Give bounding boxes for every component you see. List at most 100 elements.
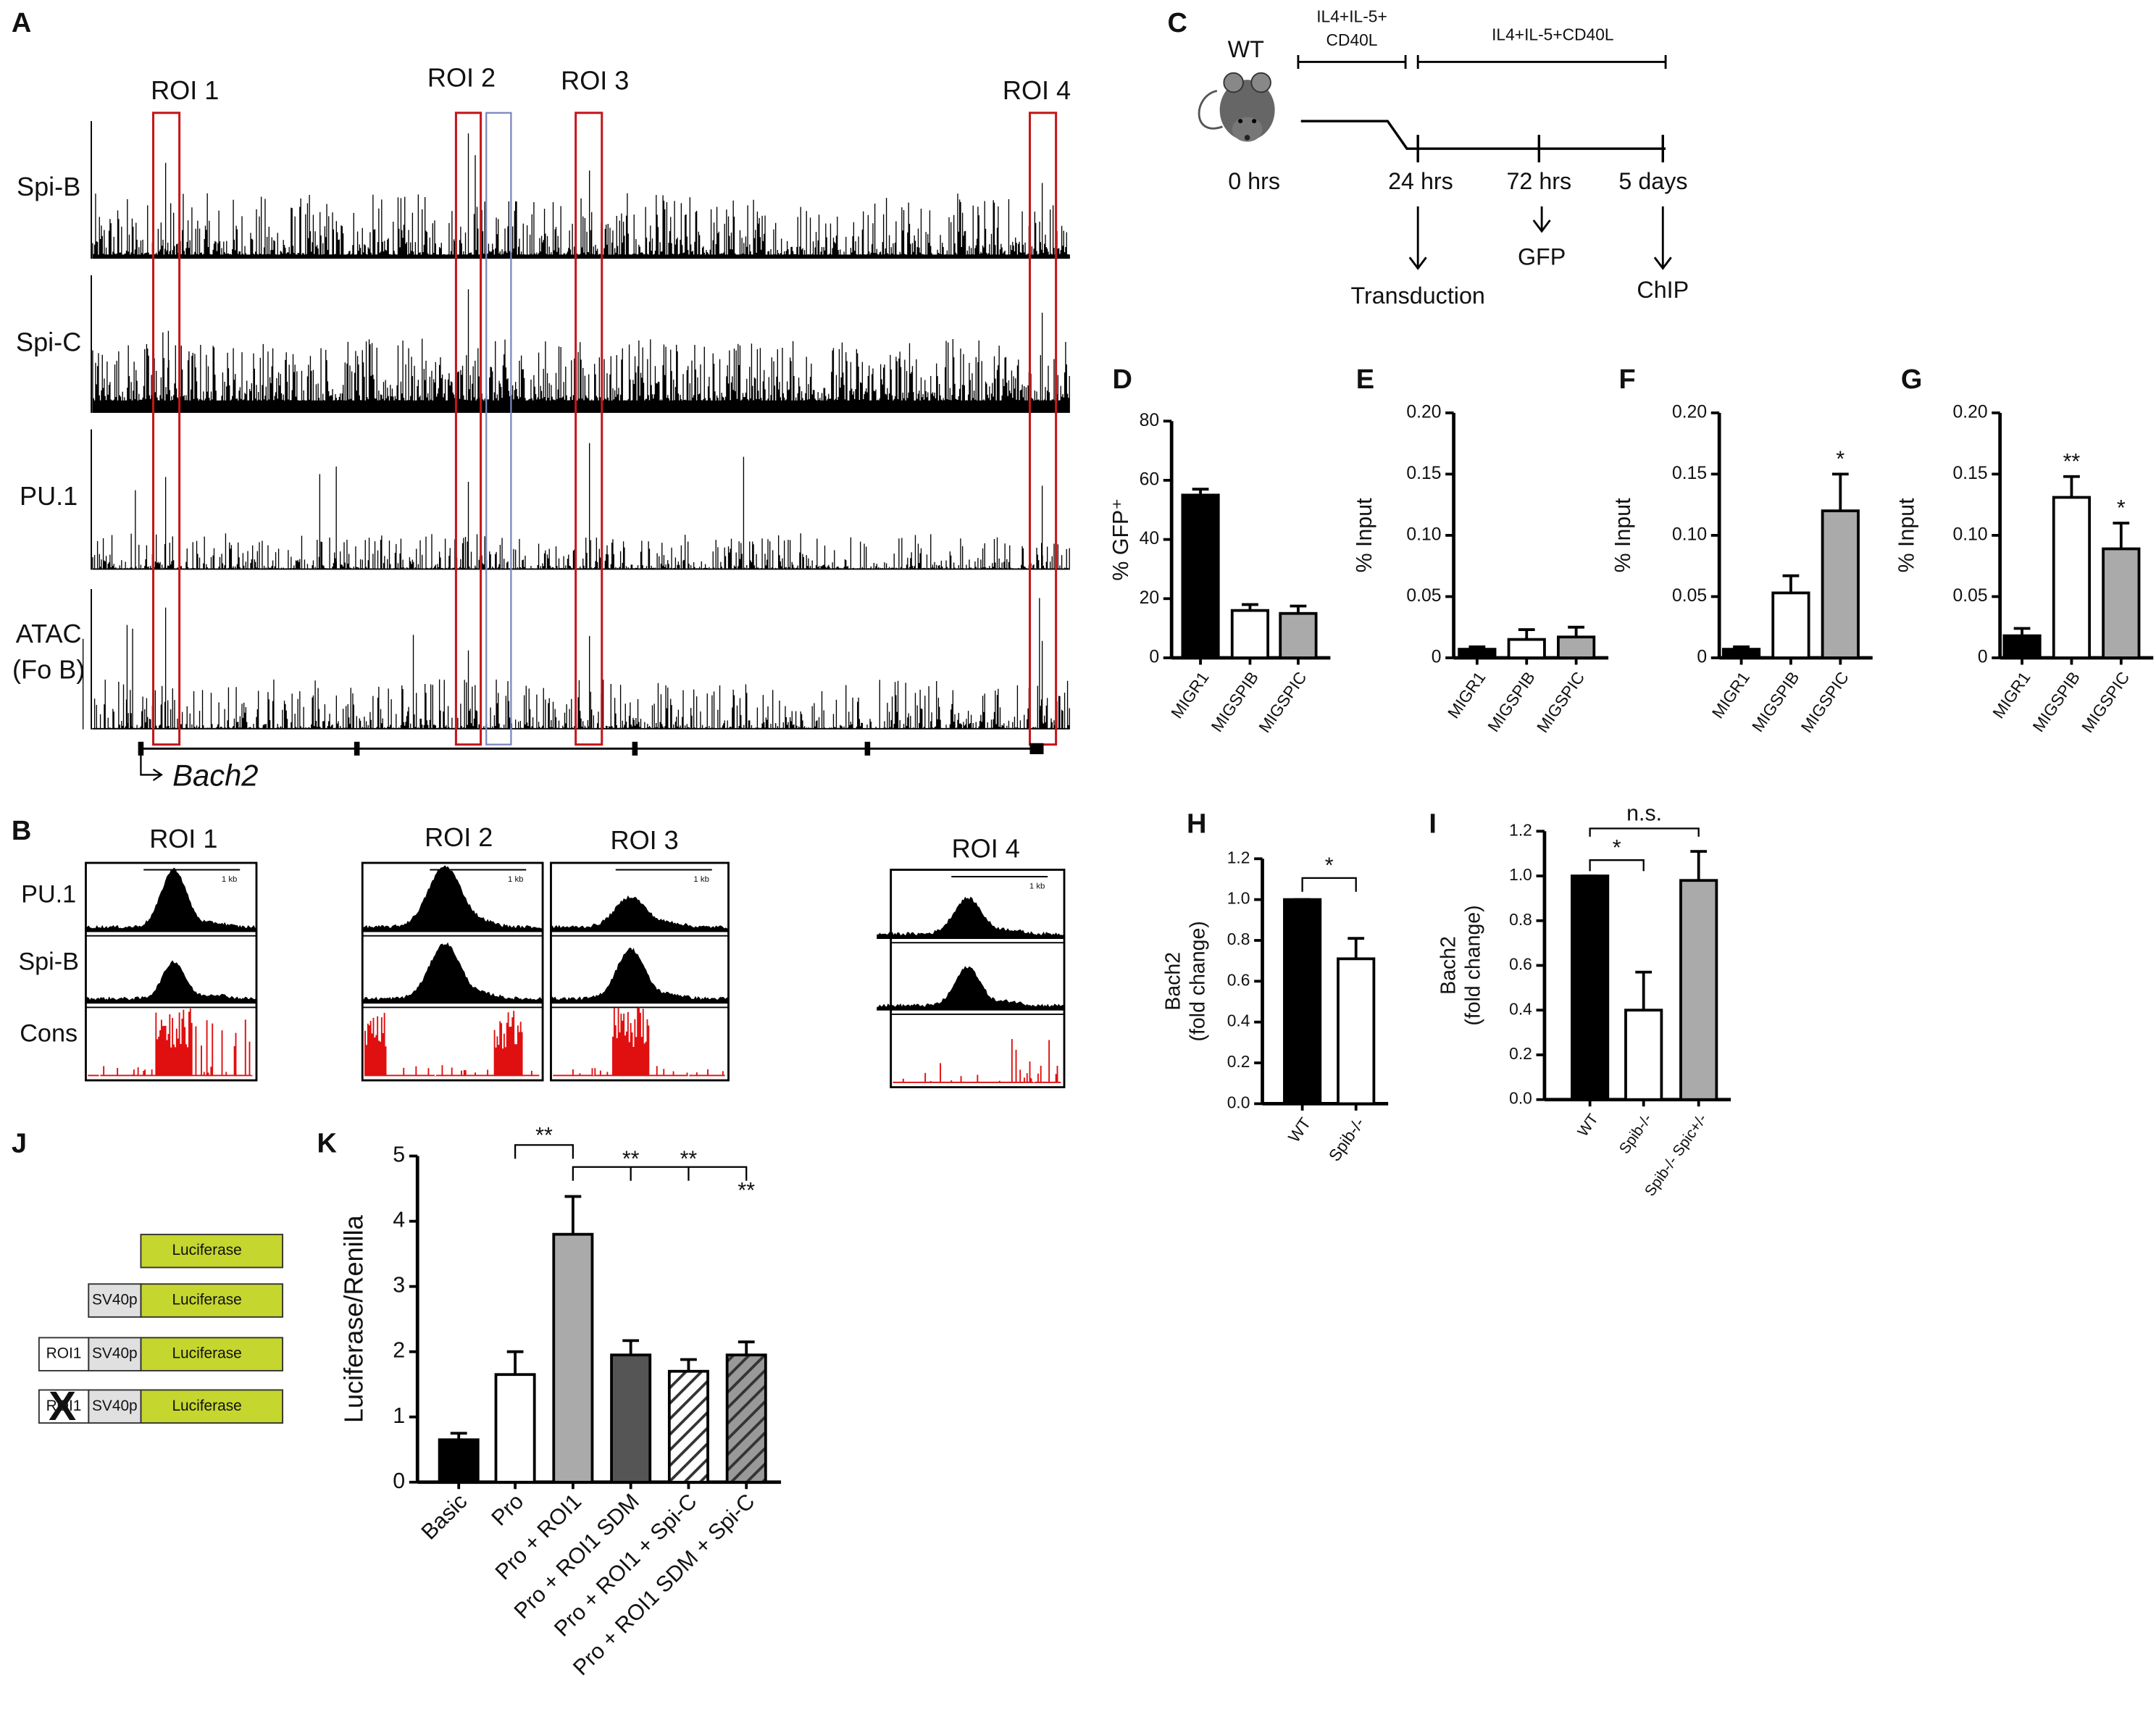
error-bar xyxy=(1192,488,1209,496)
bar xyxy=(1181,493,1220,659)
significance: * xyxy=(1836,446,1844,471)
significance: ** xyxy=(622,1146,640,1171)
conservation xyxy=(893,1039,1061,1083)
roi-label: ROI 2 xyxy=(425,822,493,852)
y-tick-label: 2 xyxy=(393,1338,405,1363)
track-label: ATAC xyxy=(16,619,82,648)
panel-label: A xyxy=(12,8,31,38)
error-bar xyxy=(622,1339,640,1356)
construct-text: SV40p xyxy=(92,1292,138,1308)
track-label: Spi-B xyxy=(17,172,80,201)
signal-track xyxy=(92,289,1070,413)
error-bar xyxy=(680,1358,697,1371)
bar xyxy=(610,1353,652,1484)
chip-peak xyxy=(877,966,1065,1011)
y-tick-label: 0.2 xyxy=(1227,1052,1250,1071)
error-bar xyxy=(1831,472,1849,511)
treatment-label: IL4+IL-5+ xyxy=(1316,7,1387,26)
construct-text: Luciferase xyxy=(172,1292,241,1308)
y-tick-label: 0.20 xyxy=(1953,402,1988,422)
element-box xyxy=(38,1389,90,1424)
scale-label: 1 kb xyxy=(1029,882,1045,890)
bar xyxy=(494,1373,536,1484)
step-label: GFP xyxy=(1518,244,1566,270)
construct-text: SV40p xyxy=(92,1398,138,1414)
significance: * xyxy=(1325,853,1334,878)
time-label: 24 hrs xyxy=(1388,168,1453,194)
panel-label: B xyxy=(12,816,31,846)
y-tick-label: 0 xyxy=(1432,647,1442,667)
panel-label: E xyxy=(1356,364,1374,395)
error-bar xyxy=(1568,625,1585,638)
element-box xyxy=(38,1337,90,1371)
bar xyxy=(1230,609,1270,659)
exon xyxy=(864,741,871,756)
y-tick-label: 0 xyxy=(1149,647,1159,667)
error-bar xyxy=(1518,628,1535,640)
roi-label: ROI 3 xyxy=(611,825,679,855)
y-tick-label: 1.0 xyxy=(1509,865,1532,884)
bracket xyxy=(1589,859,1645,872)
roi-label: ROI 4 xyxy=(1003,75,1071,105)
y-tick-label: 0.4 xyxy=(1509,999,1532,1018)
y-tick-label: 1 xyxy=(393,1403,405,1428)
significance: n.s. xyxy=(1626,801,1662,826)
y-tick-label: 0 xyxy=(1978,647,1988,667)
row-label: Spi-B xyxy=(18,948,79,976)
error-bar xyxy=(1782,574,1800,593)
step-arrow xyxy=(1408,206,1672,270)
roi-label: ROI 4 xyxy=(952,833,1020,863)
error-bar xyxy=(2063,475,2080,498)
panel-label: D xyxy=(1112,364,1132,395)
y-axis-label: Luciferase/Renilla xyxy=(338,1214,368,1423)
bracket xyxy=(572,1166,748,1181)
y-tick-label: 0.10 xyxy=(1406,525,1441,544)
y-tick-label: 60 xyxy=(1140,469,1159,489)
construct-text: Luciferase xyxy=(172,1345,241,1362)
error-bar xyxy=(1290,604,1307,614)
control-box xyxy=(485,112,512,746)
conservation xyxy=(364,1011,540,1077)
bar xyxy=(1279,611,1318,659)
construct-text: Luciferase xyxy=(172,1242,241,1258)
roi-box xyxy=(454,112,482,746)
y-tick-label: 80 xyxy=(1140,411,1159,430)
signal-track xyxy=(92,443,1070,570)
bar xyxy=(1571,874,1610,1101)
error-bar xyxy=(1242,603,1258,611)
panel-label: G xyxy=(1901,364,1923,395)
y-tick-label: 0.20 xyxy=(1672,402,1707,422)
bar xyxy=(1337,957,1376,1106)
y-tick-label: 0.6 xyxy=(1509,955,1532,974)
bar xyxy=(552,1232,594,1484)
treatment-label: IL4+IL-5+CD40L xyxy=(1492,25,1613,43)
y-tick-label: 0.15 xyxy=(1672,464,1707,483)
y-tick-label: 0 xyxy=(1697,647,1707,667)
error-bar xyxy=(1348,937,1365,959)
exon xyxy=(354,741,360,756)
promoter-box xyxy=(88,1283,142,1318)
y-tick-label: 0.05 xyxy=(1672,586,1707,606)
significance: * xyxy=(2117,496,2126,520)
y-tick-label: 20 xyxy=(1140,588,1159,608)
y-axis-label: Bach2 xyxy=(1437,936,1460,995)
gene-name: Bach2 xyxy=(172,758,258,792)
y-tick-label: 0.15 xyxy=(1953,464,1988,483)
y-axis-label: % GFP⁺ xyxy=(1108,498,1133,581)
y-tick-label: 0 xyxy=(393,1469,405,1493)
panel-label: K xyxy=(317,1128,338,1158)
construct-text: Luciferase xyxy=(172,1398,241,1414)
chip-peak xyxy=(85,960,257,1004)
track-label: (Fo B) xyxy=(12,654,85,684)
conservation xyxy=(88,1008,254,1077)
error-bar xyxy=(564,1195,582,1235)
y-axis-label: % Input xyxy=(1352,498,1376,573)
luciferase-box xyxy=(140,1233,284,1269)
bracket xyxy=(514,1144,574,1159)
y-tick-label: 0.8 xyxy=(1509,910,1532,929)
y-tick-label: 1.2 xyxy=(1227,848,1250,867)
error-bar xyxy=(1690,850,1708,881)
panel-label: H xyxy=(1187,809,1206,840)
